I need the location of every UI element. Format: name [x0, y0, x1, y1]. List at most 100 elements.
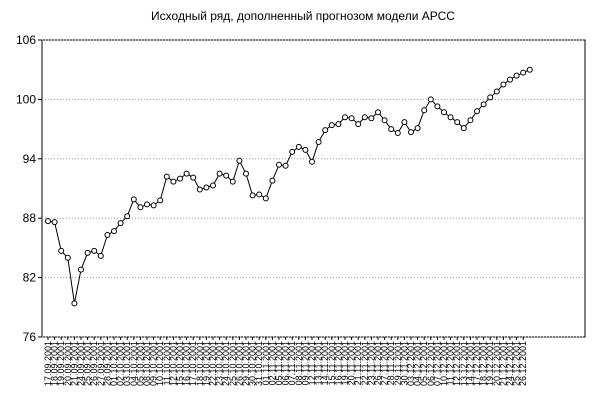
point [526, 66, 533, 73]
x-tick-label: 10.10.2001 [155, 341, 165, 386]
x-tick-label: 26.11.2001 [373, 341, 383, 385]
point [183, 170, 190, 177]
x-tick-label: 18.10.2001 [195, 341, 205, 386]
point [493, 88, 500, 95]
point [500, 81, 507, 88]
point [361, 114, 368, 121]
point [309, 158, 315, 165]
x-tick-label: 07.12.2001 [432, 341, 442, 386]
x-tick-label: 01.10.2001 [109, 341, 119, 386]
point [130, 196, 137, 203]
x-tick-label: 18.09.2001 [50, 341, 60, 386]
point [243, 170, 249, 177]
point [394, 130, 401, 137]
x-tick-label: 05.11.2001 [274, 341, 284, 385]
x-tick-label: 01.11.2001 [261, 341, 271, 385]
point [295, 143, 302, 150]
x-tick-label: 12.10.2001 [168, 341, 178, 386]
point [520, 69, 527, 76]
point [157, 197, 164, 204]
x-tick-label: 08.11.2001 [294, 341, 304, 385]
y-tick-label: 94 [23, 152, 37, 166]
x-tick-label: 20.11.2001 [347, 341, 357, 385]
x-tick-label: 30.10.2001 [248, 341, 258, 386]
point [210, 182, 216, 189]
x-tick-label: 05.12.2001 [419, 341, 429, 386]
x-tick-label: 26.12.2001 [518, 341, 528, 386]
x-tick-label: 21.11.2001 [353, 341, 363, 385]
x-tick-label: 17.09.2001 [43, 341, 53, 386]
x-tick-label: 16.10.2001 [182, 341, 192, 386]
x-tick-label: 14.12.2001 [465, 341, 475, 386]
point [78, 266, 84, 273]
point [137, 204, 144, 211]
x-tick-label: 24.10.2001 [221, 341, 231, 386]
y-tick-label: 100 [16, 92, 36, 106]
x-tick-label: 26.09.2001 [89, 341, 99, 386]
x-tick-label: 23.11.2001 [366, 341, 376, 385]
point [45, 218, 51, 225]
point [229, 178, 236, 185]
x-tick-label: 21.12.2001 [498, 341, 508, 386]
x-tick-label: 18.12.2001 [479, 341, 489, 386]
x-tick-label: 25.09.2001 [83, 341, 93, 386]
point [507, 76, 513, 83]
x-tick-label: 04.12.2001 [413, 341, 423, 386]
x-tick-label: 21.09.2001 [69, 341, 79, 386]
point [91, 247, 98, 254]
x-tick-label: 12.11.2001 [307, 341, 317, 385]
x-tick-label: 29.11.2001 [393, 341, 403, 385]
point [289, 148, 296, 155]
point [421, 107, 428, 114]
point [223, 172, 230, 179]
y-tick-label: 76 [23, 330, 37, 344]
x-tick-label: 06.11.2001 [281, 341, 291, 385]
x-tick-label: 03.12.2001 [406, 341, 416, 386]
point [328, 122, 335, 129]
series-line [47, 69, 531, 304]
x-tick-label: 28.11.2001 [386, 341, 396, 385]
x-tick-label: 17.12.2001 [472, 341, 482, 386]
x-tick-label: 17.10.2001 [188, 341, 198, 386]
point [513, 72, 520, 79]
x-tick-label: 24.09.2001 [76, 341, 86, 386]
point [51, 219, 58, 226]
point [276, 161, 282, 168]
x-tick-label: 23.10.2001 [215, 341, 225, 386]
point [236, 157, 243, 164]
point [368, 115, 375, 122]
x-tick-label: 16.11.2001 [333, 341, 343, 385]
point [216, 170, 223, 177]
x-tick-label: 25.12.2001 [512, 341, 522, 386]
point [315, 138, 322, 145]
point [474, 108, 480, 115]
x-tick-label: 11.12.2001 [446, 341, 456, 385]
point [196, 186, 203, 193]
point [487, 94, 494, 101]
y-tick-label: 88 [23, 211, 37, 225]
point [447, 114, 454, 121]
x-tick-label: 15.11.2001 [327, 341, 337, 385]
x-tick-label: 09.11.2001 [300, 341, 310, 385]
point [203, 184, 210, 191]
point [64, 254, 71, 261]
point [434, 103, 441, 110]
x-tick-label: 06.12.2001 [426, 341, 436, 386]
x-tick-label: 27.11.2001 [380, 341, 390, 385]
point [282, 162, 289, 169]
x-tick-label: 02.11.2001 [267, 341, 277, 385]
chart-title: Исходный ряд, дополненный прогнозом моде… [151, 9, 455, 23]
y-tick-label: 82 [23, 271, 37, 285]
x-tick-label: 22.11.2001 [360, 341, 370, 385]
y-tick-label: 106 [16, 33, 36, 47]
point [441, 109, 447, 116]
x-tick-label: 30.11.2001 [399, 341, 409, 385]
point [124, 213, 131, 220]
point [71, 300, 78, 307]
x-tick-label: 19.10.2001 [201, 341, 211, 386]
x-tick-label: 07.11.2001 [287, 341, 297, 385]
x-tick-label: 24.12.2001 [505, 341, 515, 386]
x-tick-label: 19.12.2001 [485, 341, 495, 386]
point [335, 121, 342, 128]
